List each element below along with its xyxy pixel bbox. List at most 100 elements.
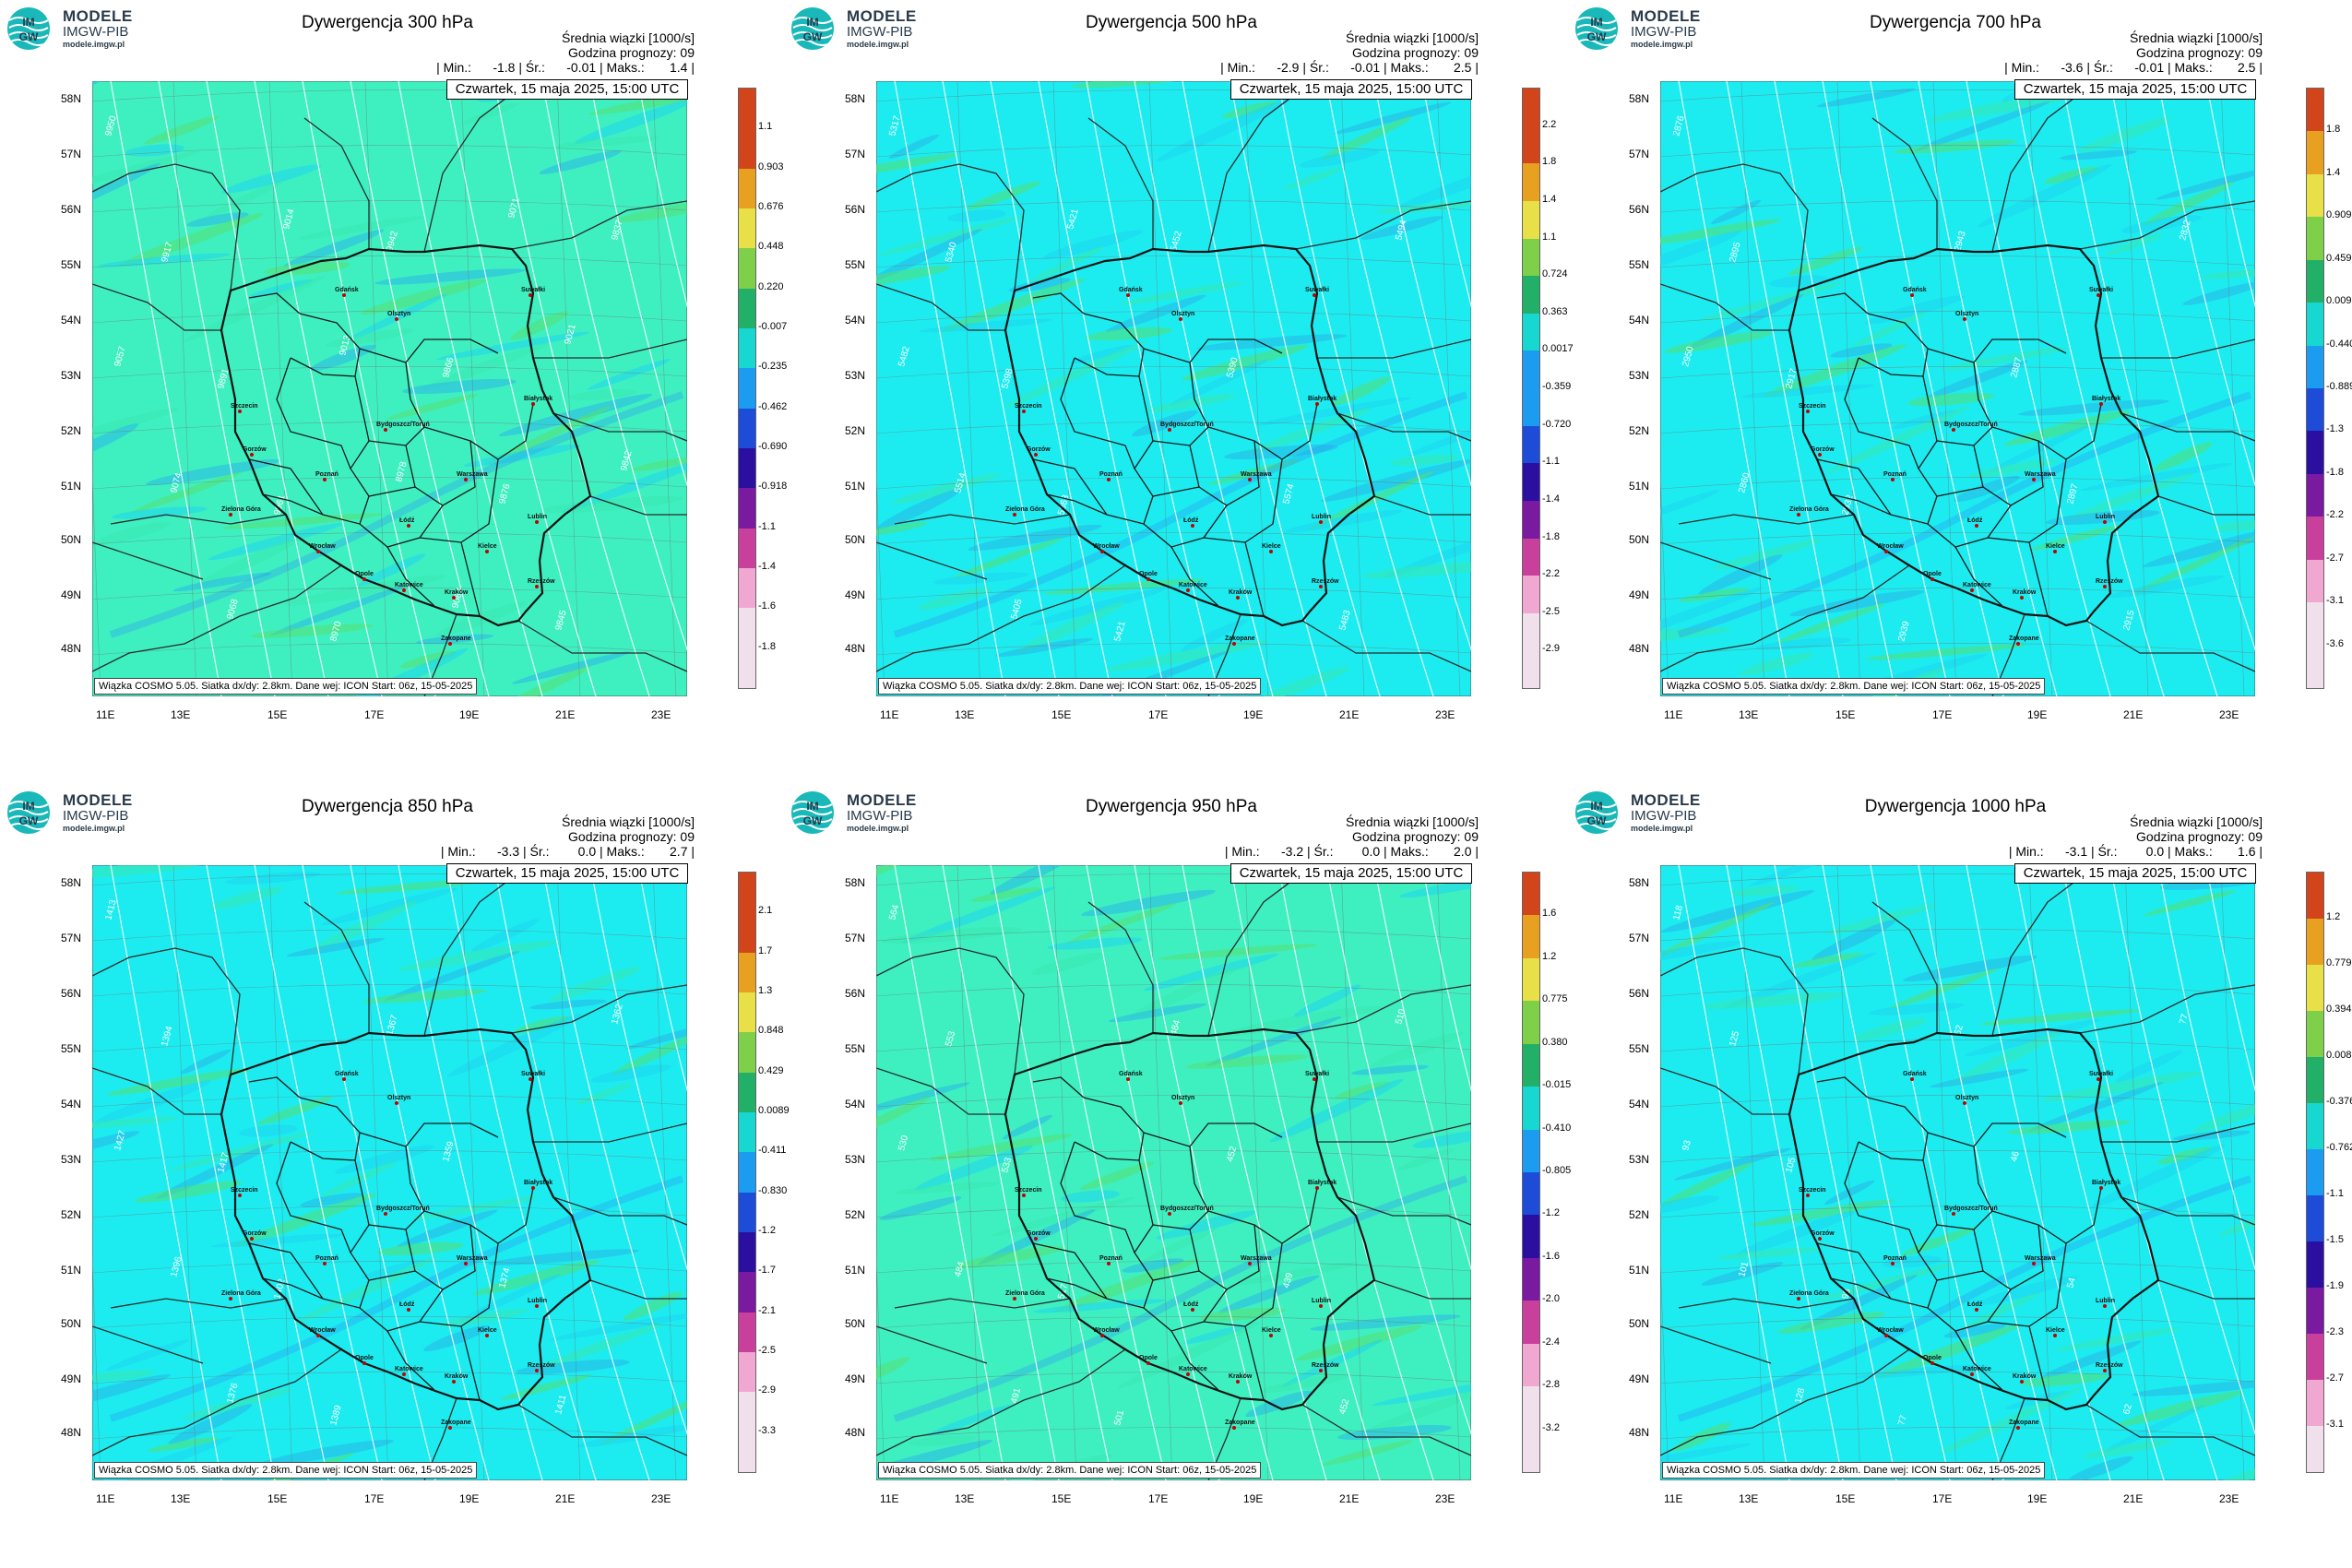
lat-label: 48N [845, 1426, 866, 1439]
city-label: Olsztyn [1955, 1095, 1978, 1101]
city-label: Kielce [478, 543, 497, 550]
panel-info: Średnia wiązki [1000/s] Godzina prognozy:… [1220, 30, 1479, 75]
panel-info: Średnia wiązki [1000/s] Godzina prognozy:… [436, 30, 695, 75]
contour-label: 452 [1337, 1397, 1351, 1415]
stats-line: | Min.: -3.1 | Śr.: 0.0 | Maks.: 1.6 | [2008, 844, 2263, 859]
colorbar-tick: -0.762 [2326, 1142, 2352, 1153]
lon-label: 15E [1051, 1492, 1072, 1505]
lat-label: 51N [61, 480, 82, 493]
city-label: Opole [1139, 571, 1158, 577]
colorbar-segment [739, 873, 755, 913]
city-label: Kielce [2046, 543, 2065, 550]
contour-label: 564 [887, 903, 901, 921]
city-label: Wrocław [1093, 543, 1120, 550]
colorbar-segment [739, 368, 755, 409]
logo-brand: MODELE [1631, 7, 1701, 25]
city-label: Białystok [524, 396, 552, 402]
colorbar-tick: 0.0088 [2326, 1050, 2352, 1061]
lat-label: 56N [845, 203, 866, 216]
city-label: Szczecin [1015, 1187, 1042, 1194]
lat-label: 55N [61, 1042, 82, 1055]
lat-label: 56N [1629, 987, 1650, 1000]
colorbar-tick: 1.2 [1542, 950, 1557, 962]
colorbar-tick: -2.7 [2326, 1372, 2344, 1384]
forecast-hour-label: Godzina prognozy: 09 [1352, 829, 1479, 844]
colorbar-segment [2307, 1288, 2323, 1334]
city-label: Warszawa [457, 1255, 488, 1262]
stats-line: | Min.: -3.2 | Śr.: 0.0 | Maks.: 2.0 | [1224, 844, 1479, 859]
contour-label: 533 [1000, 1156, 1014, 1173]
contour-label: 439 [1281, 1271, 1295, 1289]
city-label: Gdańsk [1119, 1071, 1143, 1077]
lon-label: 21E [1339, 708, 1360, 721]
lat-label: 57N [61, 932, 82, 944]
lon-label: 21E [555, 1492, 576, 1505]
colorbar-tick: -0.830 [758, 1184, 788, 1196]
colorbar [738, 88, 756, 689]
logo-url: modele.imgw.pl [1631, 40, 1693, 49]
colorbar-segment [1523, 1171, 1539, 1216]
lat-label: 48N [61, 1426, 82, 1439]
colorbar-tick: -3.6 [2326, 637, 2344, 649]
colorbar-segment [1523, 463, 1539, 501]
colorbar-tick: 1.1 [1542, 231, 1557, 243]
city-label: Lublin [1312, 514, 1331, 520]
colorbar-segment [2307, 1057, 2323, 1103]
contour-label: 77 [1896, 1414, 1909, 1427]
divergence-map: 2876 2895 2917 2932 2939 2943 2887 2897 2915 2832… [1589, 69, 2352, 719]
city-label: Szczecin [1799, 403, 1826, 410]
city-label: Opole [1139, 1355, 1158, 1361]
colorbar-tick: -1.5 [2326, 1234, 2344, 1245]
city-label: Olsztyn [387, 1095, 410, 1101]
city-label: Suwałki [2089, 287, 2113, 293]
colorbar-tick: -0.918 [758, 481, 788, 493]
colorbar-segment [2307, 965, 2323, 1011]
city-label: Olsztyn [1171, 311, 1194, 317]
colorbar-segment [2307, 173, 2323, 218]
lon-label: 19E [2027, 708, 2048, 721]
lat-label: 54N [61, 1098, 82, 1111]
colorbar-tick: -0.007 [758, 321, 788, 332]
city-label: Kraków [1229, 589, 1253, 596]
colorbar-segment [739, 1231, 755, 1273]
lat-label: 52N [61, 424, 82, 437]
colorbar-tick: 0.903 [758, 160, 784, 172]
colorbar-tick: 0.0089 [758, 1105, 790, 1116]
city-label: Gdańsk [1903, 287, 1927, 293]
poland-border [1004, 244, 1376, 627]
city-label: Łódź [1967, 517, 1983, 524]
logo-url: modele.imgw.pl [63, 824, 125, 833]
city-label: Białystok [2092, 396, 2120, 402]
forecast-hour-label: Godzina prognozy: 09 [2136, 829, 2263, 844]
ensemble-mean-label: Średnia wiązki [1000/s] [1346, 814, 1479, 829]
city-label: Zielona Góra [221, 506, 261, 513]
lon-label: 23E [1435, 708, 1455, 721]
lon-label: 15E [267, 708, 288, 721]
colorbar-segment [2307, 89, 2323, 132]
city-label: Kraków [1229, 1373, 1253, 1380]
svg-text:IM: IM [1590, 800, 1602, 813]
lon-label: 19E [459, 708, 480, 721]
contour-label: 484 [1169, 1018, 1182, 1036]
city-label: Kielce [1262, 543, 1281, 550]
forecast-panel: IM GW MODELE IMGW-PIB modele.imgw.pl Dywergen… [784, 784, 1648, 1568]
lat-label: 51N [1629, 480, 1650, 493]
colorbar-segment [2307, 1149, 2323, 1195]
lon-label: 11E [1664, 1492, 1683, 1505]
colorbar-segment [1523, 89, 1539, 126]
lon-label: 15E [1835, 708, 1856, 721]
svg-text:IM: IM [806, 16, 818, 29]
colorbar-segment [739, 647, 755, 688]
city-label: Lublin [528, 1298, 547, 1304]
svg-text:IM: IM [1590, 16, 1602, 29]
colorbar-tick: -2.7 [2326, 552, 2344, 564]
colorbar-tick: -0.359 [1542, 381, 1572, 392]
colorbar-tick: 1.3 [758, 985, 773, 996]
colorbar-tick: -1.8 [2326, 466, 2344, 478]
colorbar-segment [739, 168, 755, 208]
lat-label: 53N [845, 369, 866, 382]
logo-brand: MODELE [63, 791, 133, 809]
ensemble-mean-label: Średnia wiązki [1000/s] [562, 814, 695, 829]
lat-label: 55N [845, 1042, 866, 1055]
colorbar-segment [1523, 612, 1539, 651]
